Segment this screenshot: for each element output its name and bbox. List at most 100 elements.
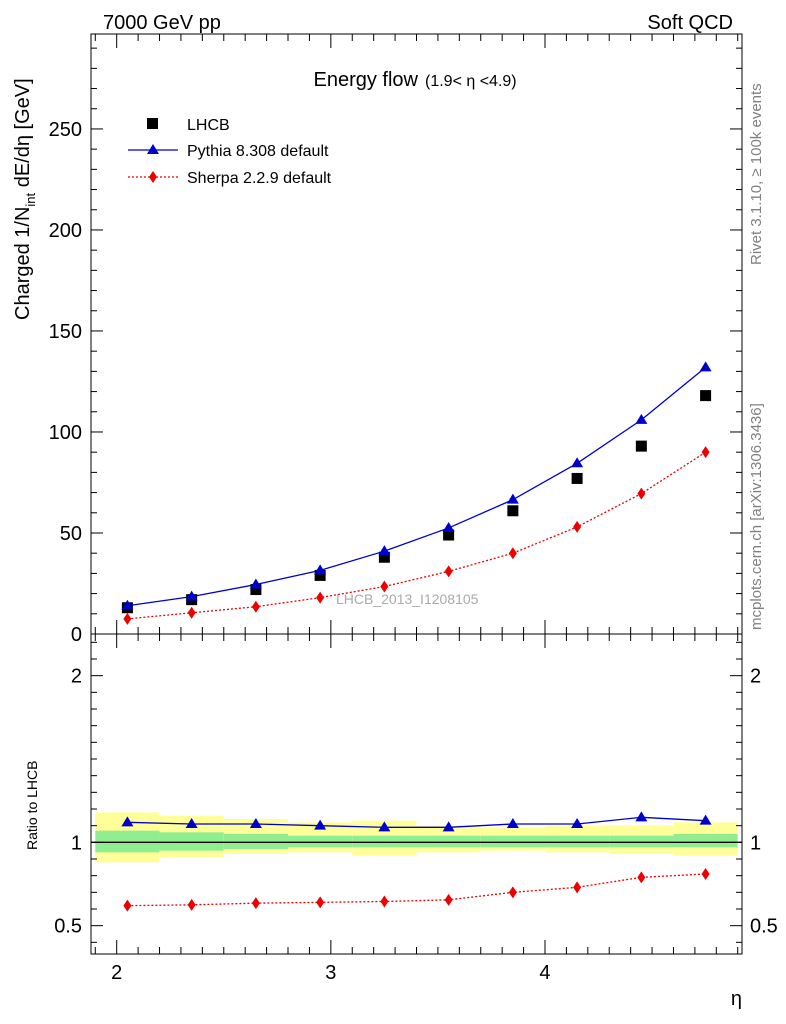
legend: LHCB Pythia 8.308 default Sherpa 2.2.9 d… bbox=[128, 117, 332, 187]
ratio-point-0-2 bbox=[249, 818, 262, 828]
main-y-axis-label: Charged 1/Nint dE/dη [GeV] bbox=[12, 78, 38, 320]
legend-label-pythia: Pythia 8.308 default bbox=[187, 143, 329, 160]
legend-entry-lhcb: LHCB bbox=[147, 117, 230, 134]
ratio-point-0-5 bbox=[442, 821, 455, 832]
main-point-0-3 bbox=[314, 569, 326, 581]
main-point-2-1 bbox=[187, 606, 196, 619]
side-text-upper: Rivet 3.1.10, ≥ 100k events bbox=[748, 83, 765, 265]
main-point-0-8 bbox=[635, 440, 647, 452]
main-point-1-4 bbox=[378, 545, 391, 556]
main-point-0-7 bbox=[571, 472, 583, 484]
legend-entry-pythia: Pythia 8.308 default bbox=[128, 143, 329, 160]
main-point-2-4 bbox=[380, 580, 389, 593]
main-point-1-9 bbox=[699, 361, 712, 372]
chart-title-range: (1.9< η <4.9) bbox=[425, 73, 517, 90]
main-y-ticks: 0 50 100 150 200 250 bbox=[49, 47, 742, 646]
ratio-point-0-9 bbox=[699, 814, 712, 825]
main-point-0-6 bbox=[507, 505, 519, 517]
stat-uncertainty-band bbox=[159, 832, 224, 851]
ratio-point-1-3 bbox=[316, 896, 325, 909]
ratio-point-0-6 bbox=[506, 818, 519, 828]
legend-triangle-marker bbox=[147, 144, 159, 154]
legend-diamond-marker bbox=[149, 171, 157, 183]
stat-uncertainty-band bbox=[223, 834, 289, 849]
main-point-1-6 bbox=[506, 493, 519, 504]
main-point-1-7 bbox=[571, 457, 584, 468]
main-point-1-8 bbox=[635, 413, 648, 424]
ratio-point-0-0 bbox=[121, 816, 134, 827]
ratio-line-1 bbox=[127, 873, 706, 907]
main-y-tick-label: 0 bbox=[71, 624, 82, 646]
ratio-point-1-9 bbox=[701, 868, 710, 880]
legend-label-lhcb: LHCB bbox=[187, 117, 230, 134]
main-y-tick-label: 50 bbox=[60, 523, 82, 545]
ylabel-sub: int bbox=[23, 192, 38, 206]
ratio-point-0-3 bbox=[314, 819, 327, 830]
ratio-y-tick-label-right: 2 bbox=[750, 666, 761, 688]
ratio-x-ticks: 2 3 4 bbox=[94, 634, 739, 984]
ratio-panel: 0.5 0.5 1 1 2 2 2 3 4 Ratio to LHCB η bbox=[24, 633, 778, 1010]
stat-uncertainty-band bbox=[95, 830, 160, 853]
ratio-y-tick-label-left: 0.5 bbox=[54, 916, 82, 938]
stat-uncertainty-band bbox=[609, 835, 674, 848]
main-point-2-9 bbox=[701, 446, 710, 459]
main-point-2-5 bbox=[444, 565, 453, 578]
stat-uncertainty-band bbox=[544, 835, 610, 848]
main-point-0-4 bbox=[378, 551, 390, 563]
legend-square-marker bbox=[147, 118, 158, 129]
main-point-2-2 bbox=[251, 600, 260, 613]
ratio-point-1-7 bbox=[573, 881, 582, 894]
ratio-point-1-2 bbox=[251, 897, 260, 910]
main-panel: 0 50 100 150 200 250 Energy flow (1.9< η <4.9… bbox=[12, 33, 743, 646]
main-point-0-9 bbox=[700, 390, 712, 402]
ratio-panel-marks bbox=[121, 811, 712, 912]
chart-title: Energy flow bbox=[314, 69, 419, 91]
main-point-1-3 bbox=[314, 564, 327, 575]
header-left: 7000 GeV pp bbox=[103, 12, 221, 34]
ratio-y-tick-label-right: 0.5 bbox=[750, 916, 778, 938]
ratio-y-ticks: 0.5 0.5 1 1 2 2 bbox=[54, 641, 778, 943]
stat-uncertainty-band bbox=[352, 835, 417, 848]
legend-entry-sherpa: Sherpa 2.2.9 default bbox=[128, 170, 332, 187]
main-point-1-5 bbox=[442, 521, 455, 532]
ylabel-tail: dE/dη [GeV] bbox=[12, 78, 34, 193]
stat-uncertainty-band bbox=[480, 835, 545, 848]
ratio-y-axis-label: Ratio to LHCB bbox=[24, 761, 40, 850]
stat-uncertainty-band bbox=[673, 834, 738, 848]
x-tick-label: 4 bbox=[539, 962, 550, 984]
main-line-1 bbox=[127, 366, 707, 607]
ratio-point-1-1 bbox=[187, 898, 196, 911]
main-point-2-6 bbox=[508, 547, 517, 560]
main-point-1-2 bbox=[249, 578, 262, 589]
ratio-point-0-7 bbox=[571, 818, 584, 828]
main-panel-marks bbox=[121, 361, 712, 625]
main-x-ticks bbox=[94, 34, 739, 634]
stat-uncertainty-band bbox=[416, 835, 481, 848]
ratio-y-tick-label-left: 2 bbox=[71, 666, 82, 688]
side-text-lower: mcplots.cern.ch [arXiv:1306.3436] bbox=[748, 403, 765, 630]
main-point-1-0 bbox=[121, 599, 134, 610]
main-point-0-5 bbox=[443, 529, 455, 541]
ratio-point-0-8 bbox=[635, 811, 648, 822]
main-y-tick-label: 100 bbox=[49, 422, 82, 444]
main-point-2-0 bbox=[123, 612, 132, 625]
main-y-tick-label: 250 bbox=[49, 119, 82, 141]
legend-label-sherpa: Sherpa 2.2.9 default bbox=[187, 170, 332, 187]
ratio-point-0-1 bbox=[185, 818, 198, 828]
analysis-watermark: LHCB_2013_I1208105 bbox=[336, 591, 479, 607]
main-point-2-7 bbox=[573, 520, 582, 533]
main-point-2-8 bbox=[637, 487, 646, 500]
x-tick-label: 2 bbox=[111, 962, 122, 984]
ratio-point-0-4 bbox=[378, 821, 391, 832]
x-axis-label: η bbox=[731, 988, 742, 1010]
ratio-line-0 bbox=[127, 816, 706, 828]
ratio-y-tick-label-right: 1 bbox=[750, 832, 761, 854]
ratio-point-1-6 bbox=[508, 886, 517, 899]
main-point-1-1 bbox=[185, 590, 198, 601]
main-y-tick-label: 150 bbox=[49, 321, 82, 343]
ratio-point-1-5 bbox=[444, 893, 453, 906]
ratio-point-1-8 bbox=[637, 871, 646, 884]
main-line-2 bbox=[127, 451, 706, 620]
ratio-point-1-4 bbox=[380, 895, 389, 908]
